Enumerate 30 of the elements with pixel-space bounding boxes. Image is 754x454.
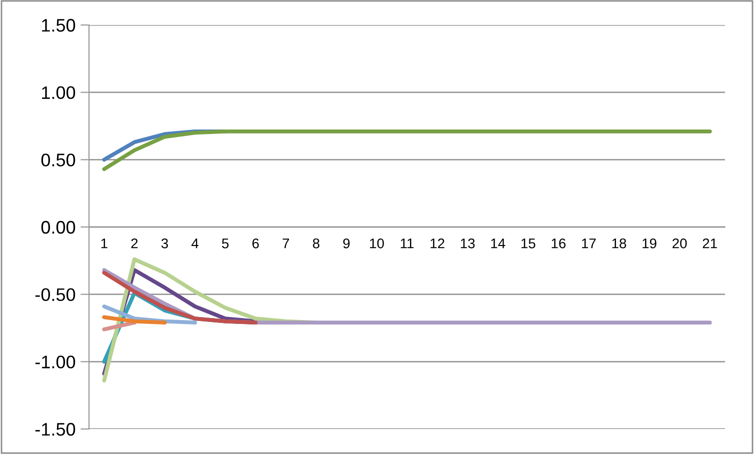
x-tick-label: 11 [400,238,414,248]
x-tick-label: 2 [131,238,138,248]
line-series [102,270,258,325]
x-tick-label: 5 [222,238,229,248]
x-tick-label: 16 [552,238,566,248]
y-tick-label: 0.00 [41,220,76,234]
x-tick-label: 21 [702,238,717,248]
y-tick-label: -1.00 [35,356,76,368]
x-tick-label: 7 [282,238,290,248]
x-tick-label: 18 [612,238,626,248]
y-tick-label: 0.50 [41,154,76,166]
x-tick-label: 1 [101,238,108,248]
x-tick-label: 19 [642,238,656,248]
x-tick-label: 10 [370,238,384,248]
x-tick-label: 3 [161,238,168,248]
y-tick-label: -0.50 [35,288,76,302]
x-tick-label: 14 [491,238,506,248]
y-tick-label: 1.50 [42,18,76,32]
x-tick-label: 20 [672,238,687,248]
y-tick-label: -1.50 [35,422,76,436]
x-tick-label: 4 [191,238,198,248]
x-tick-label: 17 [582,238,596,248]
x-tick-label: 6 [252,238,259,248]
x-tick-label: 15 [521,238,536,248]
x-tick-label: 9 [343,238,350,248]
x-tick-label: 13 [460,238,475,248]
x-tick-label: 8 [312,238,320,248]
line-series [102,129,712,172]
y-tick-label: 1.00 [42,86,76,100]
x-tick-label: 12 [430,238,444,248]
